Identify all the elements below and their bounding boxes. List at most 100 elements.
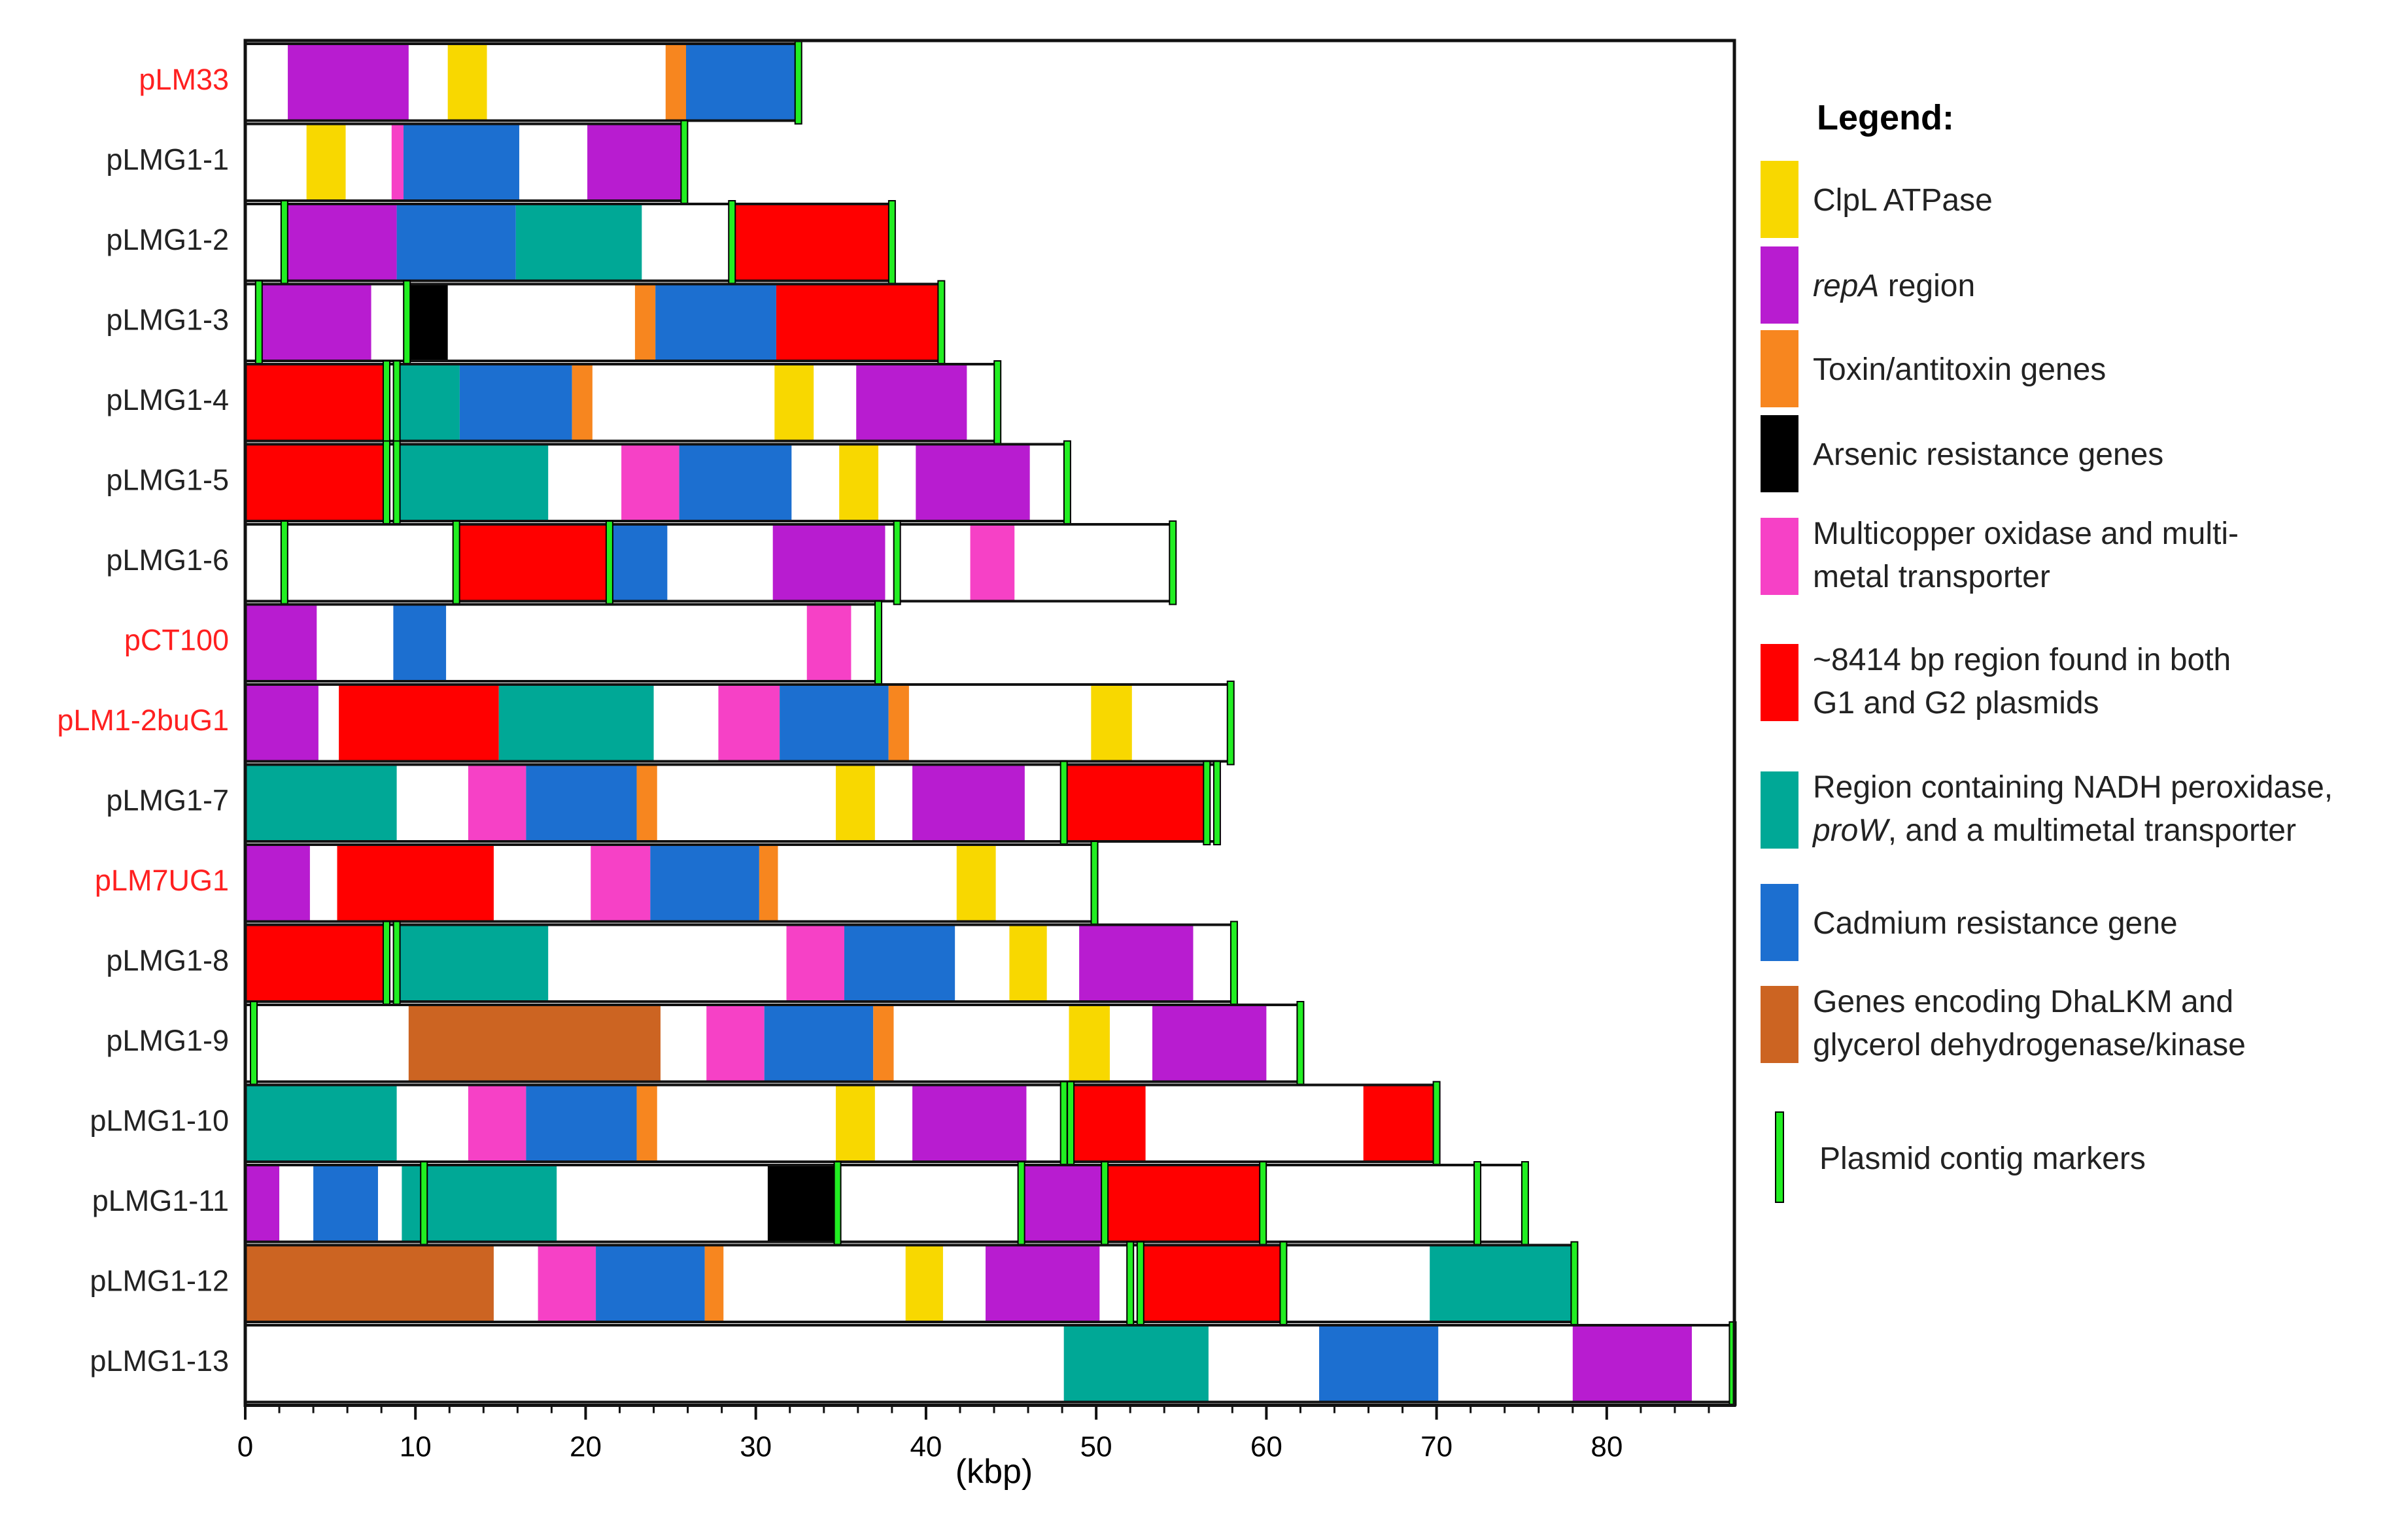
plasmid-backbone bbox=[244, 603, 880, 683]
gene-segment-region8414 bbox=[339, 686, 499, 760]
plasmid-row: pLM33 bbox=[139, 40, 802, 125]
gene-segment-clpl bbox=[306, 125, 346, 199]
gene-segment-cadmium bbox=[679, 445, 792, 520]
plasmid-row: pLMG1-12 bbox=[90, 1241, 1579, 1326]
gene-segment-mco bbox=[591, 846, 651, 921]
legend-swatch bbox=[1761, 986, 1798, 1063]
contig-marker bbox=[281, 522, 287, 604]
contig-marker bbox=[1061, 1082, 1067, 1164]
plot-frame bbox=[243, 39, 1736, 1407]
contig-marker bbox=[1475, 1162, 1481, 1245]
legend-label: Toxin/antitoxin genes bbox=[1813, 352, 2106, 387]
legend-swatch bbox=[1761, 330, 1798, 407]
legend-label: ClpL ATPase bbox=[1813, 183, 1993, 218]
gene-segment-cadmium bbox=[1319, 1327, 1439, 1401]
plasmid-label: pLM33 bbox=[139, 63, 229, 96]
gene-segment-cadmium bbox=[404, 125, 519, 199]
gene-segment-mco bbox=[621, 445, 679, 520]
gene-segment-cadmium bbox=[526, 1086, 637, 1160]
gene-segment-clpl bbox=[774, 365, 814, 440]
plasmid-label: pLMG1-11 bbox=[92, 1184, 229, 1217]
x-axis: 0 10 20 30 40 50 60 70 80 bbox=[237, 1405, 1710, 1463]
gene-segment-region8414 bbox=[776, 285, 942, 360]
contig-marker bbox=[383, 362, 389, 444]
plasmid-row: pLMG1-7 bbox=[106, 760, 1221, 845]
legend-label: Region containing NADH peroxidase, bbox=[1813, 770, 2333, 805]
contig-marker bbox=[1204, 762, 1210, 844]
plasmid-backbone bbox=[244, 1324, 1734, 1404]
gene-segment-nadh bbox=[498, 686, 654, 760]
gene-segment-cadmium bbox=[650, 846, 759, 921]
legend-label: glycerol dehydrogenase/kinase bbox=[1813, 1028, 2246, 1062]
gene-segment-repa bbox=[288, 45, 409, 120]
contig-marker bbox=[1730, 1323, 1736, 1405]
legend-swatch bbox=[1761, 644, 1798, 721]
plasmid-label: pLMG1-12 bbox=[90, 1264, 229, 1298]
gene-segment-mco bbox=[468, 1086, 526, 1160]
gene-segment-clpl bbox=[1009, 926, 1047, 1000]
legend-entry-mco: Multicopper oxidase and multi-metal tran… bbox=[1761, 516, 2239, 595]
legend-label: repA region bbox=[1813, 269, 1975, 303]
contig-marker bbox=[383, 922, 389, 1004]
gene-segment-dha bbox=[245, 1246, 494, 1321]
contig-marker bbox=[1170, 522, 1176, 604]
gene-segment-region8414 bbox=[245, 445, 387, 520]
legend-entry-region8414: ~8414 bp region found in both G1 and G2 p… bbox=[1761, 643, 2231, 721]
legend-marker-swatch bbox=[1776, 1113, 1783, 1202]
gene-segment-repa bbox=[772, 526, 886, 600]
gene-segment-repa bbox=[245, 605, 317, 680]
contig-marker bbox=[1522, 1162, 1528, 1245]
gene-segment-toxin bbox=[636, 766, 657, 840]
plasmid-label: pLM7UG1 bbox=[95, 864, 229, 897]
contig-marker bbox=[394, 922, 400, 1004]
gene-segment-mco bbox=[970, 526, 1015, 600]
gene-segment-toxin bbox=[759, 846, 778, 921]
plasmid-label: pLMG1-7 bbox=[106, 784, 229, 817]
legend-entry-nadh: Region containing NADH peroxidase, proW, … bbox=[1761, 770, 2333, 849]
contig-marker bbox=[1068, 1082, 1074, 1164]
gene-segment-cadmium bbox=[393, 605, 447, 680]
plasmid-row: pLMG1-9 bbox=[106, 1001, 1305, 1086]
contig-marker bbox=[421, 1162, 427, 1245]
gene-segment-nadh bbox=[396, 926, 549, 1000]
x-tick-label: 40 bbox=[910, 1431, 942, 1463]
gene-segment-region8414 bbox=[337, 846, 494, 921]
legend-title: Legend: bbox=[1817, 98, 1954, 137]
contig-marker bbox=[889, 201, 895, 284]
x-tick-label: 50 bbox=[1080, 1431, 1112, 1463]
legend-swatch bbox=[1761, 246, 1798, 324]
gene-segment-mco bbox=[706, 1006, 765, 1081]
legend-swatch bbox=[1761, 415, 1798, 492]
contig-marker bbox=[1298, 1002, 1303, 1085]
plasmid-label: pLMG1-2 bbox=[106, 223, 229, 256]
gene-segment-cadmium bbox=[609, 526, 668, 600]
gene-segment-mco bbox=[806, 605, 851, 680]
plasmid-row: pLMG1-3 bbox=[106, 280, 946, 365]
gene-segment-mco bbox=[538, 1246, 596, 1321]
legend-label: ~8414 bp region found in both bbox=[1813, 643, 2231, 677]
gene-segment-clpl bbox=[905, 1246, 943, 1321]
gene-segment-toxin bbox=[873, 1006, 894, 1081]
contig-marker bbox=[995, 362, 1001, 444]
gene-segment-repa bbox=[258, 285, 371, 360]
legend-swatch bbox=[1761, 518, 1798, 595]
contig-marker bbox=[1260, 1162, 1266, 1245]
gene-segment-clpl bbox=[835, 766, 875, 840]
gene-segment-region8414 bbox=[1105, 1166, 1264, 1241]
legend-label: G1 and G2 plasmids bbox=[1813, 686, 2099, 720]
gene-segment-cadmium bbox=[685, 45, 799, 120]
contig-marker bbox=[681, 121, 687, 203]
legend-label: Plasmid contig markers bbox=[1819, 1142, 2146, 1176]
gene-segment-cadmium bbox=[764, 1006, 874, 1081]
gene-segment-clpl bbox=[835, 1086, 875, 1160]
contig-marker bbox=[1228, 682, 1233, 764]
legend-entry-clpl: ClpL ATPase bbox=[1761, 161, 1993, 238]
gene-segment-arsenic bbox=[767, 1166, 838, 1241]
gene-segment-region8414 bbox=[1069, 1086, 1146, 1160]
contig-marker bbox=[876, 601, 882, 684]
gene-segment-nadh bbox=[515, 205, 642, 280]
plasmid-label: pLMG1-10 bbox=[90, 1104, 229, 1138]
gene-segment-cadmium bbox=[459, 365, 572, 440]
legend-swatch bbox=[1761, 161, 1798, 238]
gene-segment-region8414 bbox=[456, 526, 610, 600]
